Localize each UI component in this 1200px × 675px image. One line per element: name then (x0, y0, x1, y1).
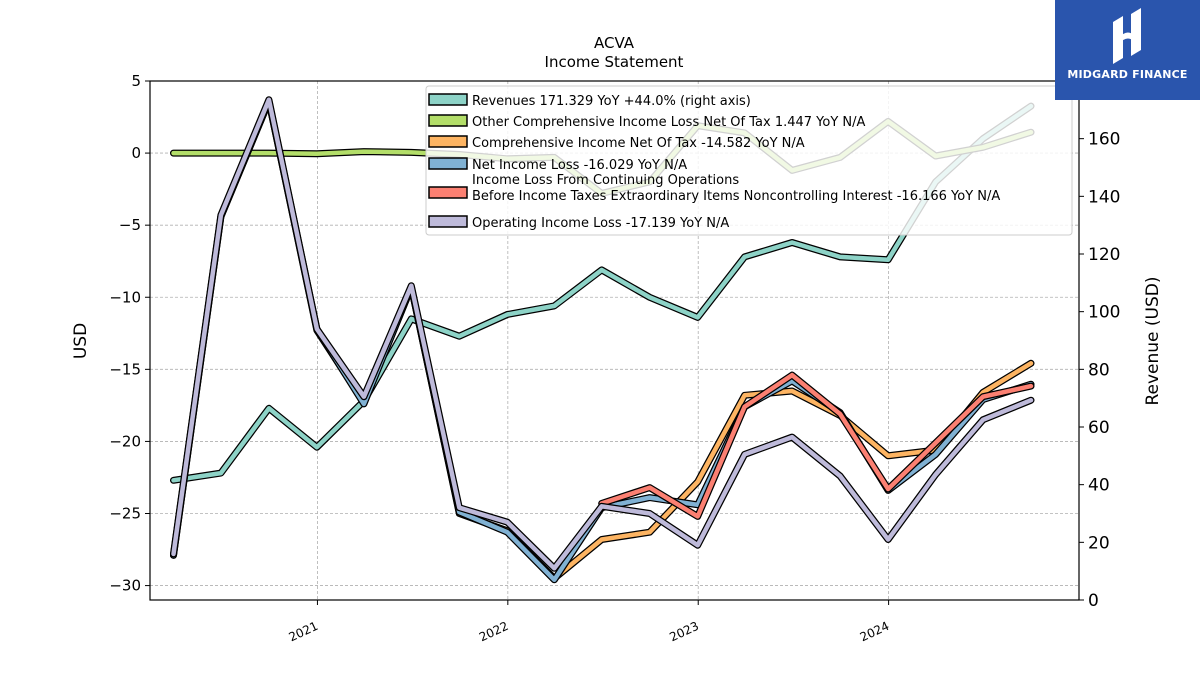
y-tick-label: −15 (109, 360, 141, 378)
y2-tick-label: 160 (1088, 130, 1120, 150)
legend-swatch (428, 186, 468, 199)
y2-tick-label: 120 (1088, 245, 1120, 265)
y2-tick-label: 0 (1088, 591, 1099, 611)
x-tick-label: 2023 (667, 619, 701, 645)
legend-entry: Revenues 171.329 YoY +44.0% (right axis) (472, 94, 751, 109)
y-axis-label: USD (71, 323, 91, 359)
y2-tick-label: 140 (1088, 187, 1120, 207)
y-tick-label: −5 (119, 216, 141, 234)
series-line-stroke (171, 103, 1034, 483)
legend-entry: Net Income Loss -16.029 YoY N/A (472, 158, 687, 173)
x-tick-label: 2022 (477, 619, 511, 645)
legend-box (425, 85, 1073, 236)
legend: Revenues 171.329 YoY +44.0% (right axis)… (425, 85, 1073, 236)
legend-entry: Income Loss From Continuing Operations Be… (472, 173, 1000, 204)
series-line-stroke (171, 97, 1034, 571)
series-line (598, 371, 1035, 520)
brand-logo: MIDGARD FINANCE (1055, 0, 1200, 100)
y-tick-label: 5 (131, 72, 141, 90)
y2-tick-label: 100 (1088, 303, 1120, 323)
y-tick-label: 0 (131, 144, 141, 162)
y2-axis-label: Revenue (USD) (1143, 276, 1163, 405)
y-tick-label: −10 (109, 288, 141, 306)
y-tick-label: −30 (109, 577, 141, 595)
legend-entry: Other Comprehensive Income Loss Net Of T… (472, 115, 866, 130)
x-tick-label: 2024 (858, 619, 892, 645)
y2-tick-label: 20 (1088, 533, 1110, 553)
legend-swatch (428, 215, 468, 228)
legend-swatch (428, 93, 468, 106)
legend-swatch (428, 114, 468, 127)
y2-tick-label: 40 (1088, 476, 1110, 496)
legend-swatch (428, 157, 468, 170)
y2-tick-label: 80 (1088, 360, 1110, 380)
y-tick-label: −20 (109, 432, 141, 450)
plot-frame (149, 80, 1080, 601)
y2-tick-label: 60 (1088, 418, 1110, 438)
y-tick-label: −25 (109, 505, 141, 523)
legend-entry: Comprehensive Income Net Of Tax -14.582 … (472, 136, 805, 151)
x-tick-label: 2021 (287, 619, 321, 645)
series-line (170, 102, 1035, 484)
legend-entry: Operating Income Loss -17.139 YoY N/A (472, 216, 729, 231)
chart-subtitle: Income Statement (545, 53, 684, 71)
series-line (170, 96, 1035, 572)
brand-name: MIDGARD FINANCE (1067, 68, 1188, 81)
chart-title: ACVA (594, 34, 635, 52)
midgard-logo-icon (1113, 8, 1141, 64)
legend-swatch (428, 135, 468, 148)
series-line-stroke (599, 372, 1034, 519)
